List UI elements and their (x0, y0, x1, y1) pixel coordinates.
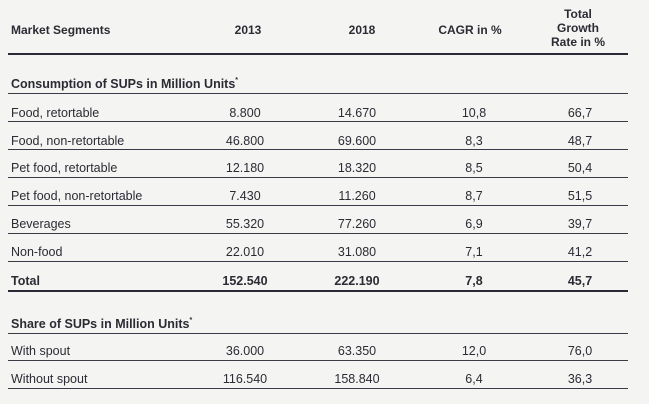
row-2018: 11.260 (338, 189, 376, 203)
total-rule (8, 290, 628, 292)
row-cagr: 10,8 (461, 106, 487, 120)
section2-rule (8, 333, 628, 334)
row-total: 50,4 (567, 161, 593, 175)
section1-rule (8, 93, 628, 94)
total-2013: 152.540 (222, 274, 268, 288)
row-rule (8, 205, 628, 206)
row-2013: 36.000 (225, 344, 265, 358)
header-segments: Market Segments (11, 23, 111, 37)
row-rule (8, 121, 628, 122)
section2-title-text: Share of SUPs in Million Units (11, 317, 190, 331)
total-total: 45,7 (567, 274, 593, 288)
section2-footnote-mark: * (189, 317, 193, 324)
row-2018: 18.320 (337, 161, 377, 175)
row-label: Pet food, non-retortable (11, 189, 143, 203)
row-total: 66,7 (567, 106, 593, 120)
row-2018: 63.350 (337, 344, 377, 358)
row-label: Food, retortable (11, 106, 100, 120)
row-rule (8, 233, 628, 234)
section1-title: Consumption of SUPs in Million Units* (11, 77, 238, 91)
section1-title-text: Consumption of SUPs in Million Units (11, 77, 236, 91)
row-2018: 14.670 (337, 106, 377, 120)
row-2013: 8.800 (229, 106, 261, 120)
row-label: Non-food (11, 245, 63, 259)
row-rule (8, 177, 628, 178)
row-2013: 55.320 (225, 217, 265, 231)
row-cagr: 8,3 (465, 134, 483, 148)
row-total: 39,7 (567, 217, 593, 231)
row-2018: 31.080 (337, 245, 377, 259)
header-total-line2: Growth (557, 21, 599, 35)
row-total: 51,5 (567, 189, 593, 203)
row-rule (8, 149, 628, 150)
row-2013: 116.540 (222, 372, 268, 386)
row-2013: 12.180 (225, 161, 265, 175)
row-cagr: 8,5 (465, 161, 483, 175)
row-cagr: 6,9 (465, 217, 483, 231)
row-2013: 22.010 (225, 245, 265, 259)
total-2018: 222.190 (334, 274, 380, 288)
row-cagr: 7,1 (465, 245, 483, 259)
row-2018: 77.260 (337, 217, 377, 231)
header-cagr: CAGR in % (438, 23, 502, 37)
row-label: Pet food, retortable (11, 161, 118, 175)
row-label: Without spout (11, 372, 88, 386)
row-cagr: 6,4 (465, 372, 483, 386)
row-total: 36,3 (567, 372, 593, 386)
header-total-line3: Rate in % (550, 35, 605, 49)
header-rule (8, 53, 628, 55)
header-total-line1: Total (564, 7, 592, 21)
row-label: Food, non-retortable (11, 134, 125, 148)
section2-title: Share of SUPs in Million Units* (11, 317, 192, 331)
row-total: 76,0 (567, 344, 593, 358)
row-2013: 46.800 (225, 134, 265, 148)
row-cagr: 8,7 (465, 189, 483, 203)
row-label: With spout (11, 344, 71, 358)
section1-footnote-mark: * (235, 77, 239, 84)
header-2018: 2018 (348, 23, 376, 37)
row-rule (8, 360, 628, 361)
row-label: Beverages (11, 217, 71, 231)
row-2013: 7.430 (229, 189, 261, 203)
row-total: 48,7 (567, 134, 593, 148)
row-2018: 69.600 (337, 134, 377, 148)
total-cagr: 7,8 (465, 274, 483, 288)
header-2013: 2013 (234, 23, 262, 37)
row-rule (8, 388, 628, 389)
row-total: 41,2 (567, 245, 593, 259)
total-label: Total (11, 274, 40, 288)
row-2018: 158.840 (334, 372, 380, 386)
row-rule (8, 261, 628, 262)
row-cagr: 12,0 (461, 344, 487, 358)
